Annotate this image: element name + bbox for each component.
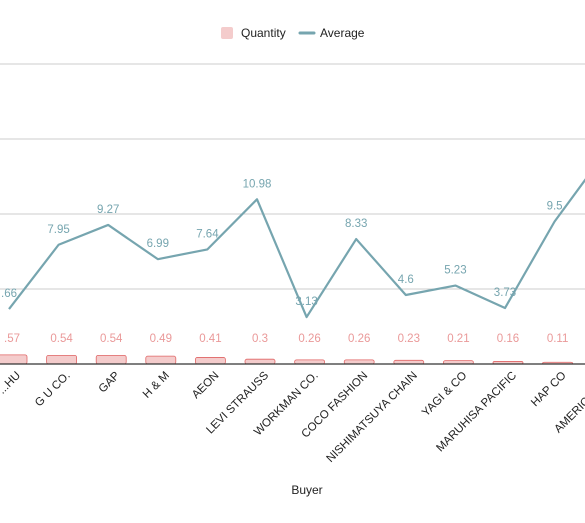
legend-label-average: Average (320, 26, 365, 40)
data-label-quantity: .57 (4, 333, 20, 345)
bar-quantity (95, 354, 127, 365)
data-label-average: 4.6 (398, 274, 414, 286)
legend: Quantity Average (221, 26, 365, 40)
data-label-average: 9.27 (97, 204, 119, 216)
x-tick-label: GAP (97, 369, 123, 395)
bar-quantity (46, 354, 77, 365)
line-average (8, 178, 585, 319)
data-label-average: .66 (1, 288, 17, 300)
data-label-quantity: 0.21 (447, 333, 469, 345)
gridlines (0, 63, 585, 290)
data-label-quantity: 0.26 (298, 333, 320, 345)
data-label-average: 8.33 (345, 218, 367, 230)
bar-quantity (145, 355, 177, 365)
bar-quantity (194, 357, 226, 365)
data-label-average: 5.23 (444, 265, 466, 277)
data-label-quantity: 0.54 (50, 333, 73, 345)
data-label-average: 6.99 (147, 238, 169, 250)
line-series-average (8, 178, 585, 319)
data-label-quantity: 0.41 (199, 333, 221, 345)
x-tick-label: G U CO. (33, 370, 73, 410)
x-tick-label: H & M (141, 370, 172, 401)
data-label-quantity: 0.23 (398, 333, 420, 345)
data-labels: .66 7.95 9.27 6.99 7.64 10.98 3.13 8.33 4.6 5.23 3… (1, 178, 568, 345)
x-tick-label: ...HU (0, 370, 23, 397)
data-label-quantity: 0.26 (348, 333, 370, 345)
legend-swatch-quantity (221, 27, 233, 39)
data-label-quantity: 0.3 (252, 333, 268, 345)
bar-series-quantity (0, 354, 573, 365)
bar-quantity (343, 359, 375, 365)
data-label-average: 3.13 (295, 296, 317, 308)
data-label-quantity: 0.54 (100, 333, 123, 345)
legend-label-quantity: Quantity (241, 26, 286, 40)
bar-quantity (294, 359, 326, 365)
x-tick-label: AEON (190, 370, 222, 402)
x-axis-title: Buyer (291, 483, 322, 497)
data-label-quantity: 0.11 (547, 333, 569, 345)
x-tick-label: YAGI & CO (420, 370, 469, 419)
data-label-average: 3.73 (494, 287, 516, 299)
data-label-average: 7.95 (47, 224, 69, 236)
data-label-quantity: 0.49 (150, 333, 172, 345)
x-tick-label: HAP CO (529, 370, 569, 410)
data-label-quantity: 0.16 (497, 333, 519, 345)
data-label-average: 9.5 (547, 201, 563, 213)
data-label-average: 10.98 (243, 178, 272, 190)
x-tick-label: NISHIMATSUYA CHAIN (325, 370, 420, 465)
data-label-average: 7.64 (196, 228, 219, 240)
bar-quantity (0, 354, 28, 365)
bar-quantity (244, 358, 276, 365)
